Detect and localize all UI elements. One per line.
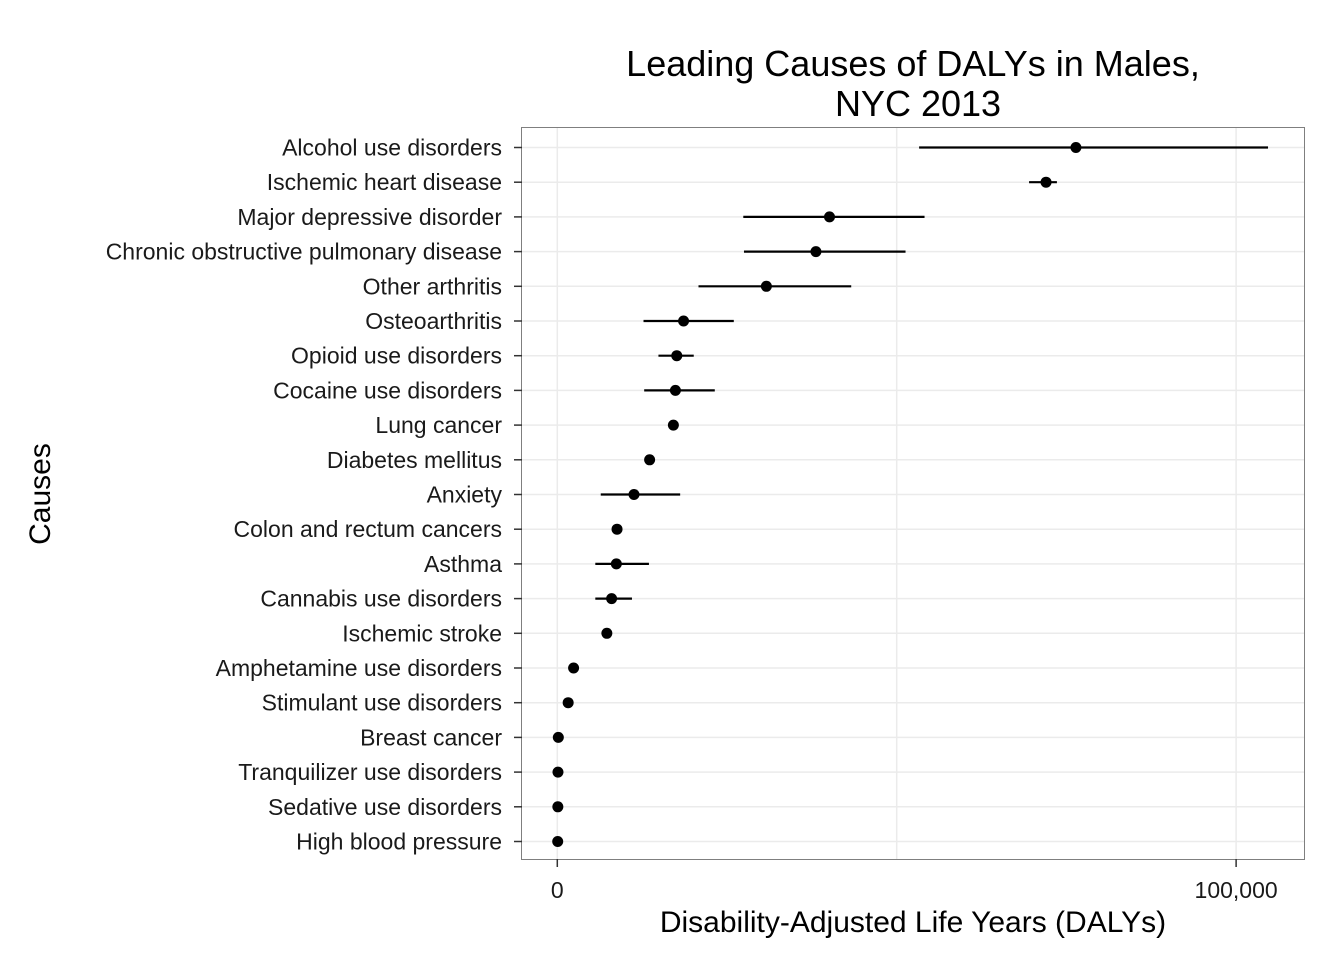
data-point (552, 801, 564, 813)
x-tick-label: 100,000 (1195, 877, 1278, 903)
data-point (669, 384, 681, 396)
data-point (760, 280, 772, 292)
y-tick-label: Major depressive disorder (237, 204, 502, 230)
chart-title-line-2: NYC 2013 (835, 83, 1001, 124)
y-tick-label: High blood pressure (296, 829, 502, 855)
y-tick-label: Cannabis use disorders (260, 586, 502, 612)
y-tick-label: Cocaine use disorders (273, 377, 502, 403)
data-point (810, 246, 822, 258)
y-tick-label: Sedative use disorders (268, 794, 502, 820)
data-point (610, 558, 622, 570)
y-axis: Alcohol use disorders Ischemic heart dise… (106, 135, 522, 855)
y-tick-label: Tranquilizer use disorders (238, 759, 502, 785)
x-axis-title: Disability-Adjusted Life Years (DALYs) (660, 906, 1166, 939)
y-axis-title: Causes (24, 443, 57, 545)
data-point (562, 697, 574, 709)
data-points (552, 142, 1082, 847)
y-tick-label: Alcohol use disorders (282, 135, 502, 161)
y-tick-label: Osteoarthritis (365, 308, 502, 334)
y-tick-label: Diabetes mellitus (327, 447, 502, 473)
data-point (1040, 176, 1052, 188)
y-tick-label: Other arthritis (363, 273, 502, 299)
data-point (606, 593, 618, 605)
data-point (644, 454, 656, 466)
data-point (611, 523, 623, 535)
x-tick-label: 0 (551, 877, 564, 903)
y-tick-label: Colon and rectum cancers (234, 516, 502, 542)
data-point (678, 315, 690, 327)
data-point (552, 731, 564, 743)
y-tick-label: Ischemic heart disease (267, 169, 502, 195)
y-tick-label: Opioid use disorders (291, 343, 502, 369)
data-point (671, 350, 683, 362)
chart-title: Leading Causes of DALYs in Males, NYC 20… (626, 43, 1200, 124)
data-point (552, 766, 564, 778)
y-tick-label: Asthma (424, 551, 502, 577)
data-point (552, 836, 564, 847)
y-tick-label: Stimulant use disorders (262, 690, 502, 716)
data-point (601, 627, 613, 639)
chart-title-line-1: Leading Causes of DALYs in Males, (626, 43, 1200, 84)
x-axis: 0 100,000 (551, 859, 1278, 903)
y-tick-label: Ischemic stroke (342, 620, 502, 646)
plot-panel-border (521, 127, 1305, 860)
data-point (824, 211, 836, 223)
y-tick-label: Amphetamine use disorders (216, 655, 502, 681)
y-tick-label: Anxiety (427, 482, 503, 508)
data-point (628, 489, 640, 500)
y-tick-label: Lung cancer (375, 412, 502, 438)
data-point (568, 662, 580, 674)
y-tick-label: Chronic obstructive pulmonary disease (106, 239, 502, 265)
data-point (1070, 142, 1082, 153)
y-tick-label: Breast cancer (360, 724, 502, 750)
data-point (667, 419, 679, 431)
